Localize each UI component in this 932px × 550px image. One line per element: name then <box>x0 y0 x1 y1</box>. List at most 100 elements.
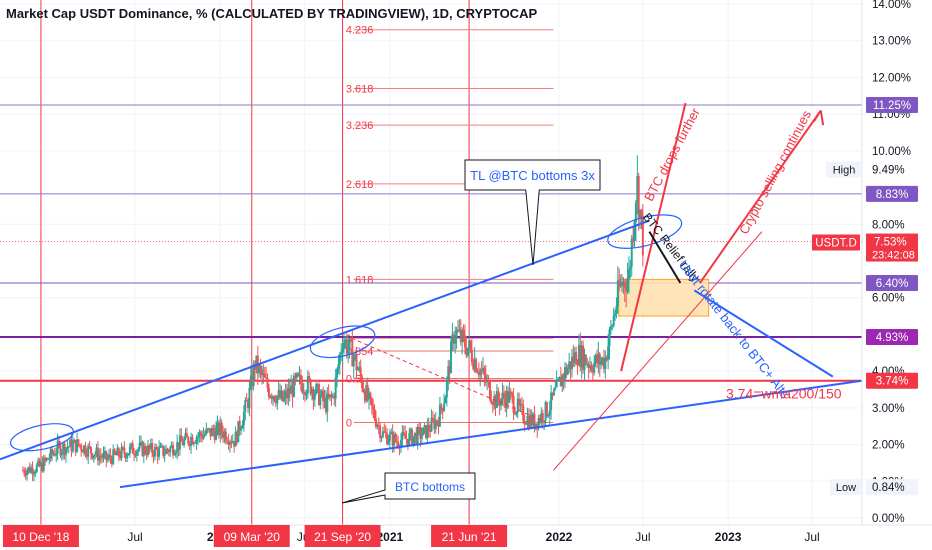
candle-body <box>537 418 540 429</box>
candle-body <box>565 367 568 375</box>
candle-body <box>35 465 38 473</box>
candle-body <box>241 424 244 429</box>
price-badge-bg <box>812 234 860 251</box>
candle-body <box>427 425 430 432</box>
candle-body <box>469 340 472 350</box>
high-value: 9.49% <box>872 165 905 177</box>
candle-body <box>255 355 258 370</box>
y-tick-label: 3.00% <box>872 403 905 415</box>
candle-body <box>173 454 176 456</box>
candle-body <box>505 391 508 408</box>
candle-body <box>187 436 190 444</box>
candle-body <box>616 280 619 306</box>
candle-body <box>26 470 29 476</box>
candle-body <box>369 392 372 398</box>
candle-body <box>269 396 272 398</box>
candle-body <box>337 364 340 369</box>
candle-body <box>146 445 149 456</box>
candle-body <box>52 453 55 455</box>
candle-body <box>441 408 444 411</box>
candle-body <box>483 368 486 376</box>
bottom-ellipse-2 <box>309 325 376 359</box>
candle-body <box>363 391 366 401</box>
candle-body <box>287 388 290 399</box>
candle-body <box>458 329 461 331</box>
candle-body <box>362 387 365 392</box>
candle-body <box>21 470 24 472</box>
candle-body <box>434 420 437 430</box>
candle-body <box>381 431 384 437</box>
candle-body <box>411 429 414 445</box>
candle-body <box>262 373 265 376</box>
candle-body <box>308 376 311 380</box>
date-marker-badge <box>431 525 508 547</box>
candle-body <box>379 425 382 438</box>
candle-body <box>183 439 186 446</box>
candle-body <box>198 432 201 437</box>
candle-body <box>294 375 297 379</box>
candle-body <box>274 400 277 404</box>
candle-body <box>324 397 327 412</box>
price-badge-label: 8.83% <box>876 189 909 201</box>
candle-body <box>633 221 636 241</box>
candle-body <box>238 420 241 431</box>
arrowhead-b <box>819 110 825 126</box>
candle-body <box>431 417 434 420</box>
candle-body <box>62 443 65 453</box>
candle-body <box>51 449 54 455</box>
candle-body <box>123 447 126 454</box>
candle-body <box>171 445 174 456</box>
candle-body <box>30 467 33 473</box>
candle-body <box>566 367 569 375</box>
candle-body <box>548 410 551 416</box>
candle-body <box>249 375 252 388</box>
candle-body <box>340 352 343 355</box>
candle-body <box>254 364 257 370</box>
candle-body <box>425 425 428 439</box>
candle-body <box>63 443 66 455</box>
candle-body <box>120 447 123 459</box>
candle-body <box>354 354 357 358</box>
candle-body <box>199 432 202 436</box>
candle-body <box>103 451 106 454</box>
candle-body <box>564 367 567 380</box>
candle-body <box>333 395 336 399</box>
candle-body <box>477 372 480 376</box>
candle-body <box>618 280 621 287</box>
candle-body <box>216 422 219 428</box>
candle-body <box>612 315 615 326</box>
candle-body <box>279 390 282 399</box>
trendline-upper <box>0 219 650 461</box>
candle-body <box>443 403 446 411</box>
candle-body <box>24 473 27 476</box>
candle-body <box>622 281 625 286</box>
candle-body <box>285 390 288 399</box>
candle-body <box>390 431 393 434</box>
candle-body <box>89 446 92 454</box>
candle-body <box>240 428 243 431</box>
candle-body <box>159 445 162 448</box>
candle-body <box>284 390 287 396</box>
annotation-wma: 3.74=wma200/150 <box>726 386 842 402</box>
candle-body <box>345 339 348 354</box>
candle-body <box>456 330 459 332</box>
candle-body <box>319 396 322 405</box>
candle-body <box>544 402 547 421</box>
annotation-crypto-selling: Crypto selling continues <box>736 107 814 236</box>
candle-body <box>295 373 298 379</box>
callout-btc-bottoms-box <box>341 472 476 504</box>
candle-body <box>488 381 491 400</box>
candle-body <box>518 398 521 406</box>
candle-body <box>124 453 127 459</box>
candle-body <box>412 436 415 445</box>
candle-body <box>380 436 383 438</box>
candle-body <box>201 435 204 439</box>
candle-body <box>459 329 462 342</box>
candle-body <box>473 359 476 370</box>
candle-body <box>637 176 640 219</box>
candle-body <box>297 373 300 376</box>
y-tick-label: 14.00% <box>872 0 911 11</box>
candle-body <box>451 334 454 342</box>
